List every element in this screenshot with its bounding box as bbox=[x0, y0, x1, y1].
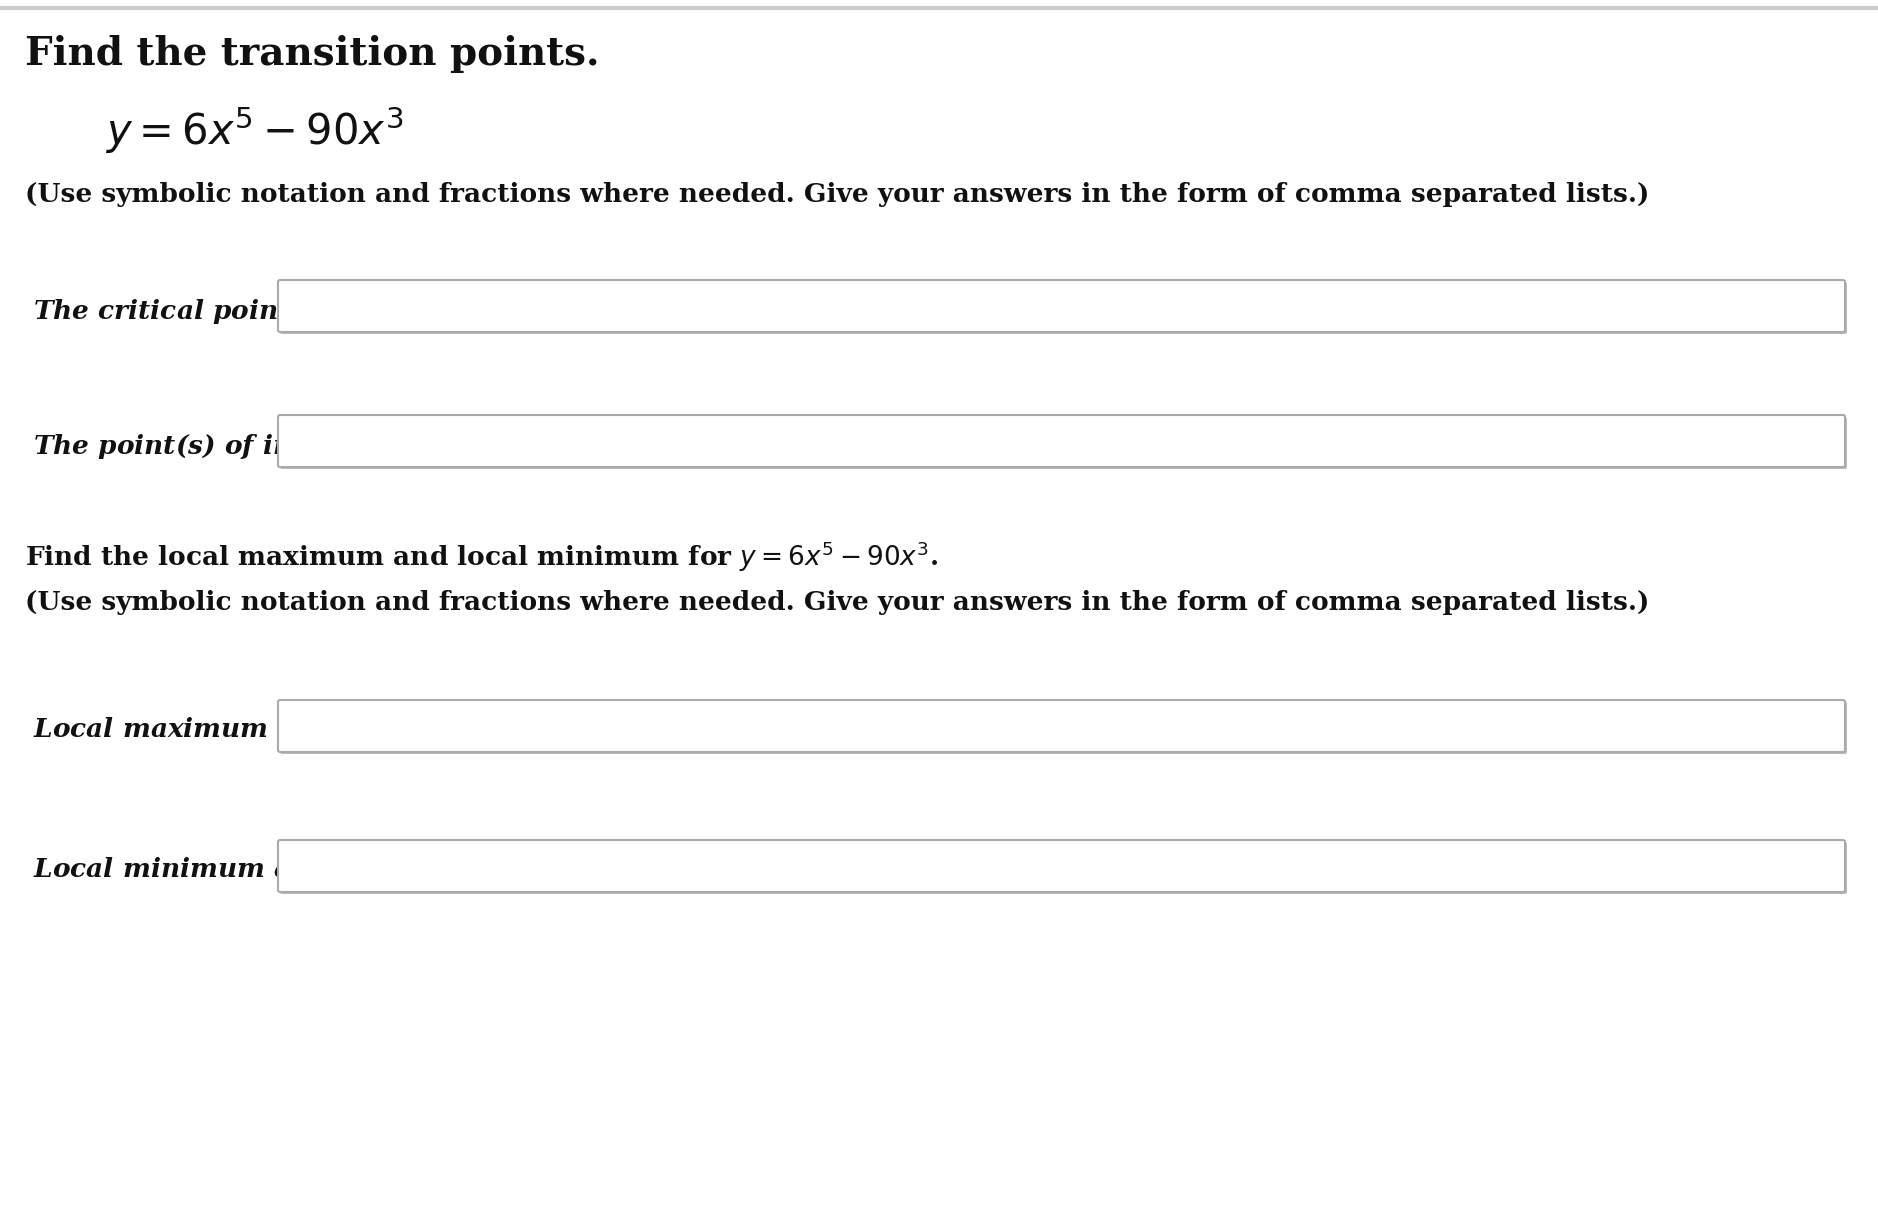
Text: The point(s) of inflection at $x$ =: The point(s) of inflection at $x$ = bbox=[34, 432, 498, 461]
Text: Local maximum at $x$ =: Local maximum at $x$ = bbox=[34, 717, 362, 742]
Text: $y = 6x^5 - 90x^3$: $y = 6x^5 - 90x^3$ bbox=[105, 105, 404, 156]
FancyBboxPatch shape bbox=[280, 702, 1846, 754]
Text: (Use symbolic notation and fractions where needed. Give your answers in the form: (Use symbolic notation and fractions whe… bbox=[24, 590, 1649, 615]
Text: Local minimum at $x$ =: Local minimum at $x$ = bbox=[34, 857, 359, 882]
Text: Find the transition points.: Find the transition points. bbox=[24, 35, 599, 73]
FancyBboxPatch shape bbox=[280, 417, 1846, 469]
Text: Find the local maximum and local minimum for $y = 6x^5 - 90x^3$.: Find the local maximum and local minimum… bbox=[24, 540, 939, 574]
Text: (Use symbolic notation and fractions where needed. Give your answers in the form: (Use symbolic notation and fractions whe… bbox=[24, 182, 1649, 207]
FancyBboxPatch shape bbox=[278, 415, 1844, 467]
FancyBboxPatch shape bbox=[278, 700, 1844, 752]
FancyBboxPatch shape bbox=[278, 280, 1844, 332]
Text: The critical point(s) at $x$ =: The critical point(s) at $x$ = bbox=[34, 297, 423, 326]
FancyBboxPatch shape bbox=[280, 842, 1846, 894]
FancyBboxPatch shape bbox=[280, 282, 1846, 334]
FancyBboxPatch shape bbox=[278, 840, 1844, 893]
